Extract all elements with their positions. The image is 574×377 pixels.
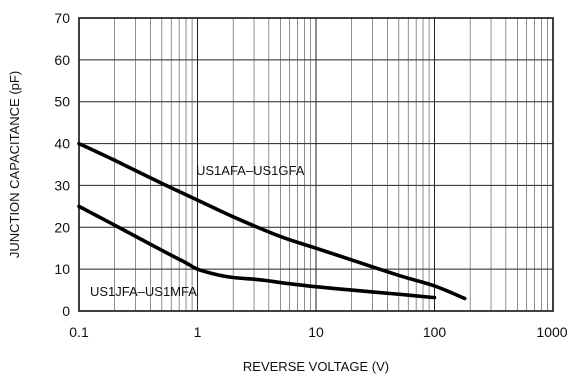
x-axis-title: REVERSE VOLTAGE (V) [243,359,389,374]
series-line-1 [77,204,437,300]
y-tick-label: 70 [54,10,70,26]
y-tick-label: 30 [54,177,70,193]
y-tick-label: 50 [54,94,70,110]
grid [78,17,553,312]
series-label-1: US1JFA–US1MFA [90,284,197,299]
x-tick-label: 1 [194,324,202,340]
series-line-0 [77,141,467,301]
y-tick-label: 20 [54,219,70,235]
x-tick-labels: 0.1 1 10 100 1000 [69,324,568,340]
y-tick-label: 10 [54,261,70,277]
series-labels: US1AFA–US1GFA US1JFA–US1MFA [90,163,305,299]
y-tick-label: 60 [54,52,70,68]
plot-frame [78,17,554,312]
series-layer [77,141,467,301]
y-tick-label: 0 [62,303,70,319]
x-tick-label: 0.1 [69,324,89,340]
x-tick-label: 1000 [536,324,567,340]
y-tick-label: 40 [54,136,70,152]
series-label-0: US1AFA–US1GFA [196,163,305,178]
y-tick-labels: 0 10 20 30 40 50 60 70 [54,10,70,319]
y-axis-title: JUNCTION CAPACITANCE (pF) [7,71,22,258]
x-tick-label: 100 [423,324,447,340]
x-tick-label: 10 [308,324,324,340]
